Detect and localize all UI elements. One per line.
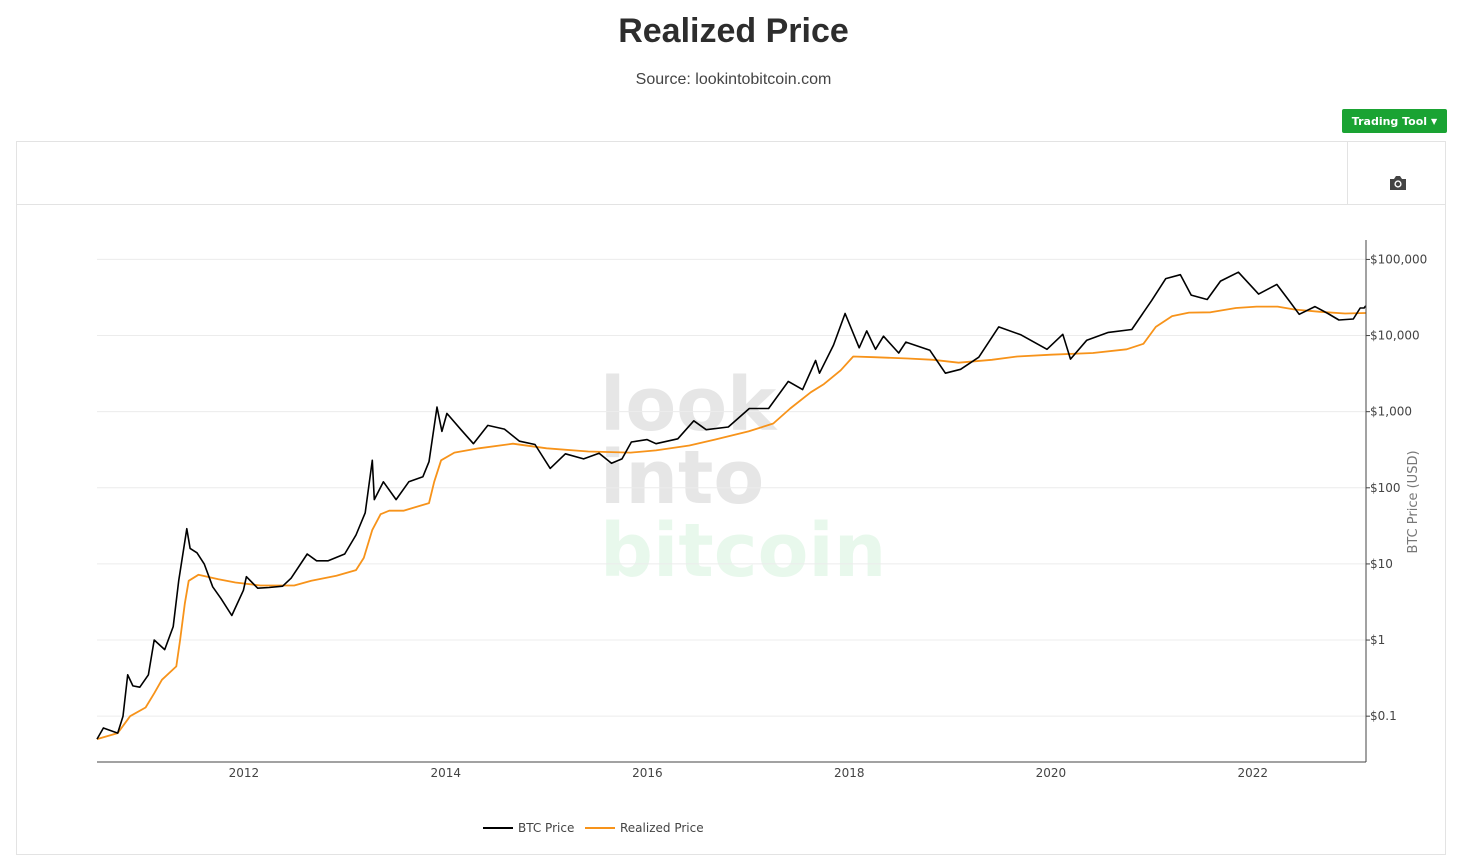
x-tick-label: 2020 — [1036, 766, 1067, 780]
trading-tool-dropdown-button[interactable]: Trading Tool ▼ — [1342, 109, 1447, 133]
y-tick-label: $10 — [1370, 557, 1393, 571]
trading-tool-label: Trading Tool — [1351, 114, 1428, 128]
y-tick-label: $1,000 — [1370, 405, 1412, 419]
watermark-line1: look — [600, 362, 778, 448]
y-axis-label: BTC Price (USD) — [1406, 450, 1421, 553]
y-tick-label: $10,000 — [1370, 329, 1420, 343]
page-title: Realized Price — [618, 12, 849, 50]
x-tick-label: 2022 — [1237, 766, 1268, 780]
chart-toolbar — [17, 142, 1445, 205]
y-tick-label: $0.1 — [1370, 709, 1397, 723]
gridlines — [97, 258, 1366, 717]
chart-panel — [16, 141, 1446, 855]
legend: BTC Price Realized Price — [483, 821, 704, 835]
series-line-realized-price — [96, 305, 1366, 740]
axes — [97, 240, 1367, 763]
toolbar-divider — [1347, 142, 1348, 204]
y-tick-label: $1 — [1370, 633, 1385, 647]
x-tick-label: 2012 — [229, 766, 260, 780]
series-line-btc-price — [96, 271, 1367, 740]
camera-icon[interactable] — [1387, 172, 1409, 194]
watermark: look into bitcoin — [600, 362, 886, 594]
watermark-line3: bitcoin — [600, 508, 886, 594]
y-tick-label: $100,000 — [1370, 252, 1427, 266]
x-tick-label: 2016 — [632, 766, 663, 780]
x-tick-label: 2018 — [834, 766, 865, 780]
y-tick-labels: $0.1 $1 $10 $100 $1,000 $10,000 $100,000 — [1366, 252, 1427, 723]
y-tick-label: $100 — [1370, 481, 1401, 495]
page-subtitle: Source: lookintobitcoin.com — [635, 71, 832, 88]
caret-down-icon: ▼ — [1431, 116, 1438, 126]
x-tick-label: 2014 — [431, 766, 462, 780]
series-layer — [96, 271, 1367, 740]
legend-label-realized-price: Realized Price — [620, 821, 704, 835]
x-tick-labels: 2012 2014 2016 2018 2020 2022 — [229, 766, 1268, 780]
legend-label-btc-price: BTC Price — [518, 821, 574, 835]
